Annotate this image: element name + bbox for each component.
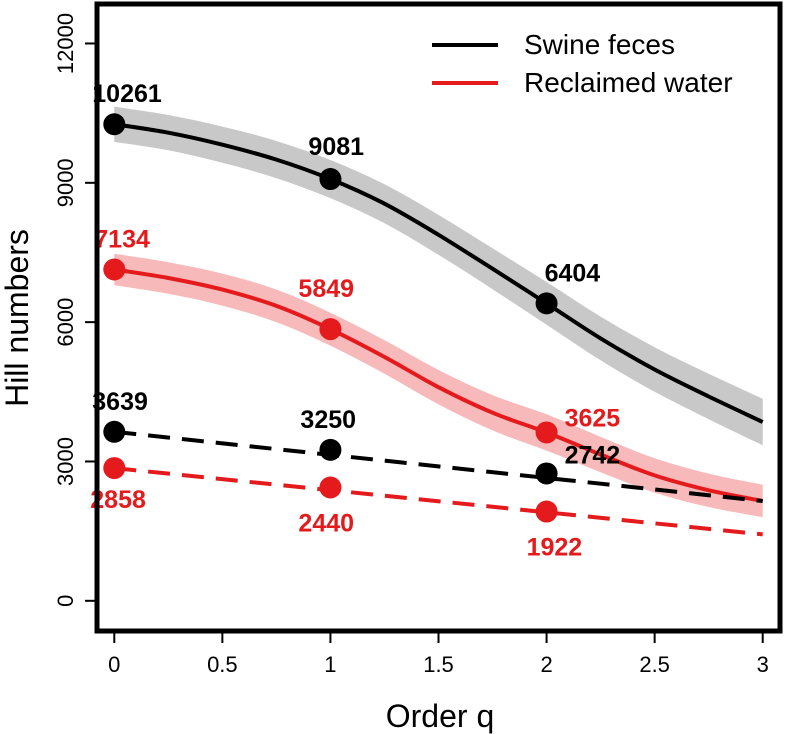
plot-frame xyxy=(94,1,783,634)
x-tick-label: 2.5 xyxy=(639,652,670,677)
y-tick-label: 3000 xyxy=(53,437,78,486)
reclaimed-water-solid-line xyxy=(113,267,764,503)
reclaimed-water-dashed-point-label: 2858 xyxy=(90,486,146,514)
confidence-bands xyxy=(114,106,763,518)
swine-feces-solid-band xyxy=(114,106,763,446)
reclaimed-water-dashed-point xyxy=(103,457,126,480)
reclaimed-water-dashed-point xyxy=(319,476,342,499)
reclaimed-water-solid-point-label: 5849 xyxy=(298,275,354,303)
swine-feces-solid-line xyxy=(113,122,764,424)
swine-feces-solid-point xyxy=(319,168,342,191)
x-tick-label: 0.5 xyxy=(207,652,238,677)
reclaimed-water-dashed-point xyxy=(535,500,558,523)
x-tick-label: 1.5 xyxy=(423,652,454,677)
swine-feces-dashed-point xyxy=(103,420,126,443)
swine-feces-dashed-line xyxy=(114,429,763,503)
series-lines xyxy=(113,122,764,537)
swine-feces-dashed-point xyxy=(535,462,558,485)
reclaimed-water-dashed-point-label: 1922 xyxy=(527,534,583,562)
x-tick-label: 2 xyxy=(540,652,552,677)
y-axis: 0 3000 6000 9000 12000 xyxy=(53,13,95,607)
y-axis-title: Hill numbers xyxy=(0,229,35,407)
swine-feces-dashed-point-label: 2742 xyxy=(565,441,621,469)
swine-feces-solid-point-label: 6404 xyxy=(545,259,601,287)
reclaimed-water-solid-point xyxy=(319,318,342,341)
swine-feces-dashed-point xyxy=(319,438,342,461)
x-tick-label: 3 xyxy=(757,652,769,677)
x-tick-label: 1 xyxy=(324,652,336,677)
y-tick-label: 6000 xyxy=(53,298,78,347)
reclaimed-water-dashed-point-label: 2440 xyxy=(298,509,354,537)
reclaimed-water-solid-point xyxy=(535,421,558,444)
reclaimed-water-solid-point-label: 7134 xyxy=(94,225,150,253)
legend-label-reclaimed-water: Reclaimed water xyxy=(524,67,733,98)
data-point-labels: 10261 9081 6404 7134 5849 3625 3639 3250 2742 285… xyxy=(90,80,620,561)
swine-feces-dashed-point-label: 3250 xyxy=(300,406,356,434)
x-axis: 0 0.5 1 1.5 2 2.5 3 xyxy=(108,633,769,677)
reclaimed-water-solid-point-label: 3625 xyxy=(565,404,621,432)
data-points xyxy=(103,113,558,523)
reclaimed-water-solid-point xyxy=(103,258,126,281)
x-tick-label: 0 xyxy=(108,652,120,677)
swine-feces-solid-point-label: 9081 xyxy=(308,133,364,161)
legend: Swine feces Reclaimed water xyxy=(432,29,733,98)
legend-label-swine-feces: Swine feces xyxy=(524,29,675,60)
swine-feces-dashed-point-label: 3639 xyxy=(92,388,148,416)
y-tick-label: 0 xyxy=(53,595,78,607)
y-tick-label: 12000 xyxy=(53,13,78,74)
swine-feces-solid-point-label: 10261 xyxy=(92,80,162,108)
y-tick-label: 9000 xyxy=(53,158,78,207)
swine-feces-solid-point xyxy=(103,113,126,136)
swine-feces-solid-point xyxy=(535,292,558,315)
x-axis-title: Order q xyxy=(386,698,494,734)
reclaimed-water-dashed-line xyxy=(114,466,763,537)
